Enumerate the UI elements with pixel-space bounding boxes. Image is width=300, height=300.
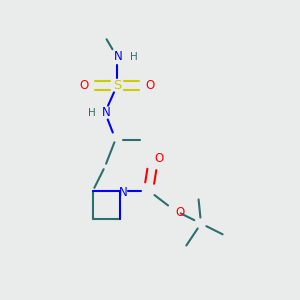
Text: O: O: [154, 152, 164, 166]
Text: S: S: [113, 79, 121, 92]
Text: N: N: [102, 106, 111, 119]
Text: O: O: [146, 79, 154, 92]
Text: N: N: [119, 185, 128, 199]
Text: O: O: [80, 79, 88, 92]
Text: H: H: [130, 52, 137, 62]
Text: N: N: [114, 50, 123, 64]
Text: H: H: [88, 107, 95, 118]
Text: O: O: [176, 206, 184, 220]
